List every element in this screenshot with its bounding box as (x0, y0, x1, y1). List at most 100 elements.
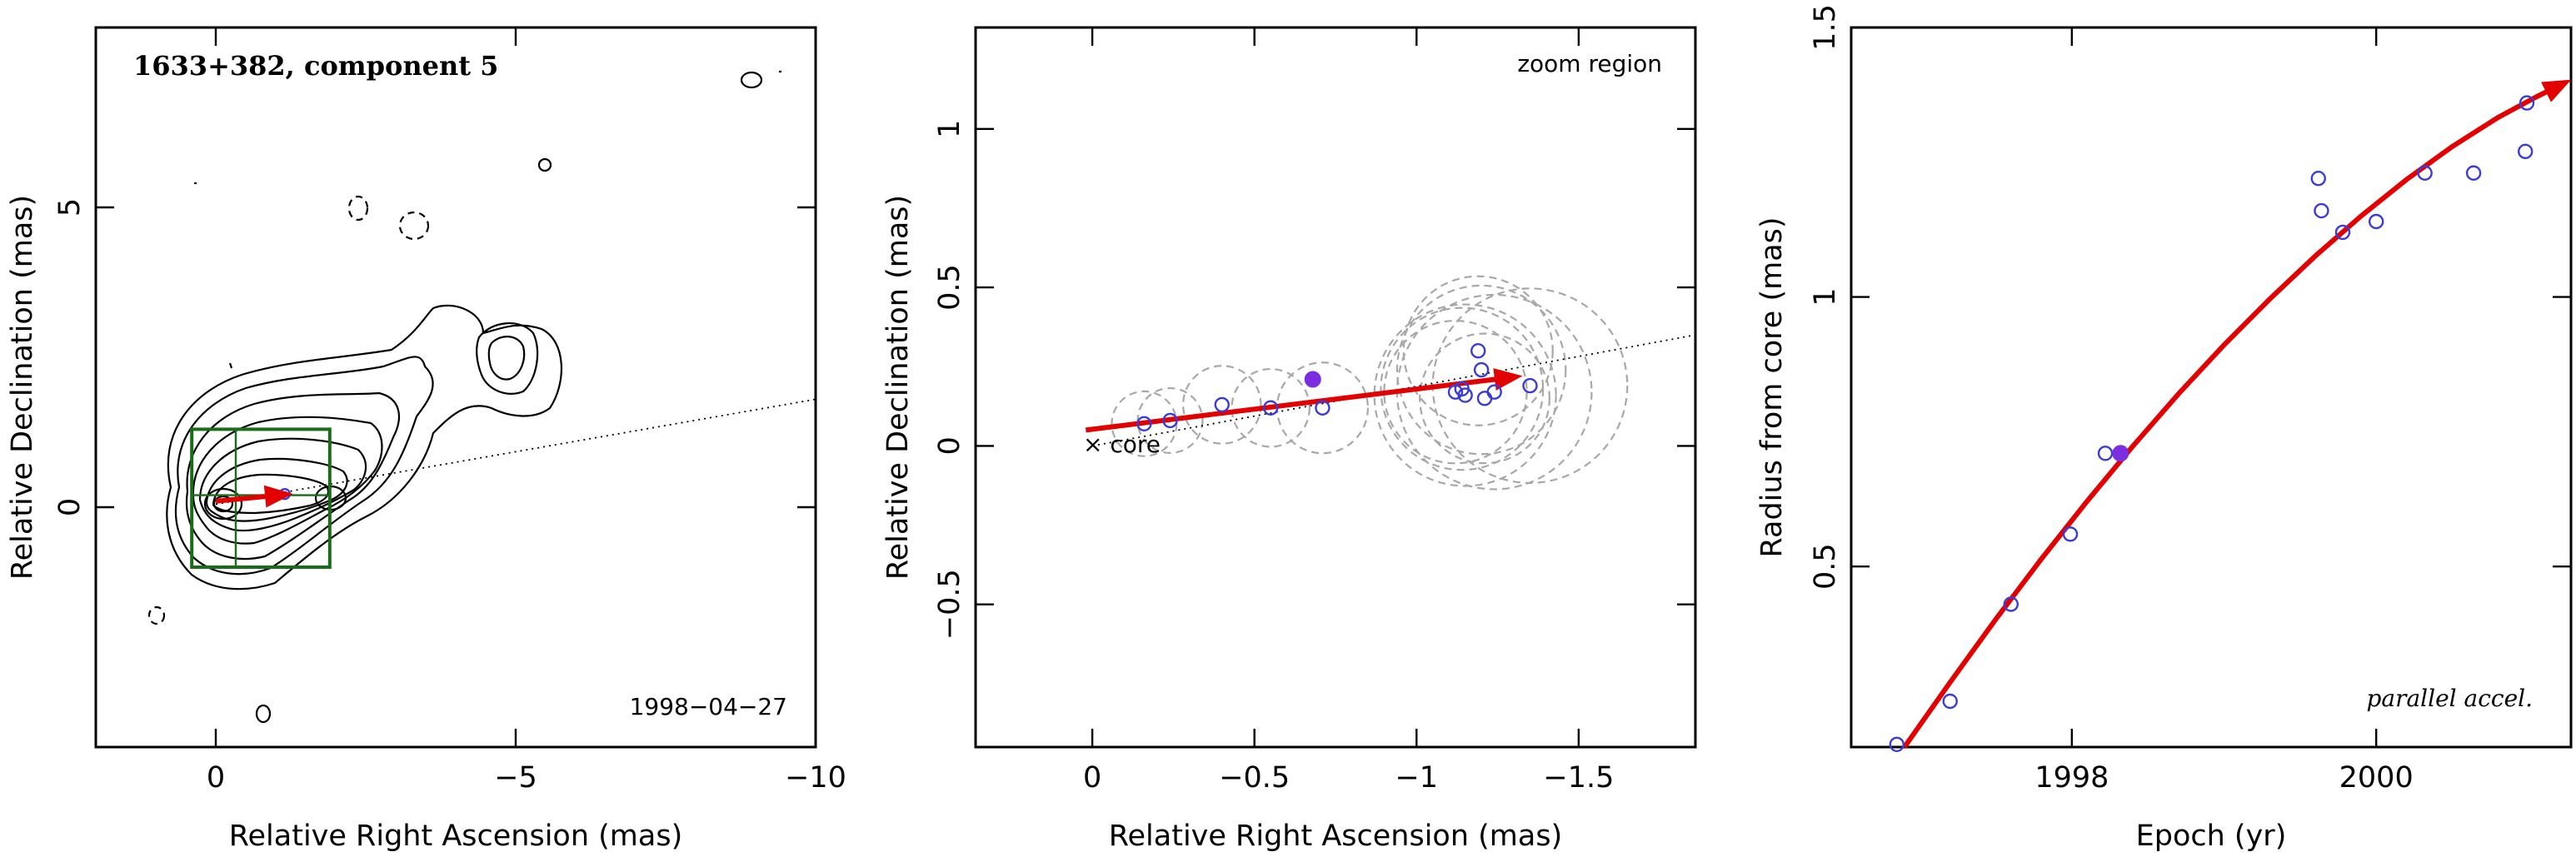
middle-ticks (976, 27, 1695, 747)
radius-point (2519, 95, 2535, 111)
error-circle (1419, 332, 1550, 465)
position-point (1214, 396, 1230, 413)
position-point (1473, 361, 1490, 378)
contour-negative-1 (347, 195, 369, 222)
middle-error-circles (1111, 275, 1629, 491)
position-point (1262, 400, 1279, 416)
contour-level-7 (212, 473, 330, 515)
middle-ytick-label: 0 (933, 436, 966, 455)
error-circle (1395, 293, 1593, 491)
left-xtick-label: −5 (494, 761, 537, 795)
contour-island-1 (740, 71, 763, 89)
error-circle (1231, 367, 1310, 448)
radius-point (2518, 143, 2534, 160)
right-ytick-label: 1.5 (1809, 4, 1842, 51)
radius-point (1889, 736, 1905, 752)
radius-point (2097, 446, 2114, 461)
left-position-angle-line (215, 398, 816, 506)
contour-level-3 (185, 391, 401, 561)
right-plot-frame (1850, 26, 2573, 749)
left-tick-labels: 0 −5 −10 0 5 (53, 198, 846, 795)
middle-points (1136, 343, 1538, 431)
contour-level-2 (174, 356, 434, 575)
position-point (1136, 416, 1152, 431)
left-panel-title: 1633+382, component 5 (133, 50, 498, 82)
radius-point (2003, 596, 2019, 612)
contour-level-6 (205, 457, 348, 522)
radius-point (2465, 165, 2482, 181)
middle-xtick-label: −1 (1395, 761, 1438, 795)
left-ticks (96, 27, 817, 747)
contour-negative-3 (147, 605, 166, 625)
error-circle (1395, 284, 1567, 456)
contour-negative-2 (398, 211, 430, 241)
middle-xtick-label: 0 (1083, 761, 1101, 795)
zoom-box (190, 427, 332, 570)
radius-point (2310, 171, 2326, 187)
position-point (1476, 391, 1493, 406)
contour-level-1 (166, 304, 563, 590)
error-circle (1402, 275, 1554, 426)
zoom-region-label: zoom region (1517, 50, 1662, 77)
error-circle (1181, 365, 1262, 445)
radius-point (1942, 693, 1958, 710)
position-point (1457, 387, 1473, 403)
position-point (1470, 343, 1486, 359)
contour-map (147, 70, 781, 724)
right-ytick-label: 1 (1809, 287, 1842, 306)
radius-point (2368, 213, 2384, 230)
radius-point (2417, 165, 2433, 181)
middle-overlays (1085, 334, 1696, 447)
left-ytick-label: 5 (53, 198, 87, 217)
right-xlabel: Epoch (yr) (2136, 820, 2287, 853)
radius-highlight-point (2112, 445, 2129, 462)
middle-xlabel: Relative Right Ascension (mas) (1109, 820, 1562, 853)
radius-point (2334, 224, 2351, 241)
error-circle (1276, 361, 1370, 455)
contour-speck-3 (228, 362, 233, 369)
highlight-point (1304, 371, 1321, 388)
contour-level-4 (192, 416, 383, 545)
radius-point (2314, 202, 2329, 219)
middle-tick-labels: 0 −0.5 −1 −1.5 −0.5 0 0.5 1 (933, 120, 1614, 795)
contour-outer-lobe-inner (487, 336, 526, 381)
position-point (1315, 400, 1330, 416)
position-point (1486, 384, 1502, 400)
right-points (1889, 95, 2535, 752)
middle-xtick-label: −1.5 (1543, 761, 1614, 795)
error-circle (1380, 306, 1545, 471)
fit-curve (1902, 85, 2558, 749)
left-xlabel: Relative Right Ascension (mas) (229, 820, 682, 853)
right-ticks (1851, 26, 2571, 747)
middle-ylabel: Relative Declination (mas) (881, 195, 915, 580)
left-ytick-label: 0 (53, 498, 87, 516)
left-plot-frame (94, 26, 817, 749)
middle-ytick-label: −0.5 (933, 569, 966, 640)
left-velocity-arrow-head (263, 485, 293, 508)
contour-island-2 (537, 157, 552, 172)
left-overlays (190, 398, 816, 570)
middle-ytick-label: 0.5 (933, 264, 966, 311)
contour-outer-lobe (476, 322, 539, 395)
right-xtick-label: 2000 (2339, 761, 2414, 795)
left-xtick-label: −10 (785, 761, 846, 795)
contour-core-inner (212, 495, 234, 513)
panel-middle-zoom: 0 −0.5 −1 −1.5−0.500.51 zoom region × core … (881, 26, 1697, 853)
position-point (1522, 377, 1538, 394)
middle-velocity-arrow-shaft (1085, 376, 1496, 433)
position-point (1162, 412, 1178, 429)
panel-right-radius-epoch: 1998 2000 0.5 1 1.5 parallel accel. Epoch (y… (1755, 4, 2573, 853)
right-xtick-label: 1998 (2034, 761, 2109, 795)
left-panel-date: 1998−04−27 (630, 693, 787, 720)
contour-island-3 (255, 704, 272, 724)
right-ylabel: Radius from core (mas) (1755, 217, 1789, 557)
right-tick-labels: 1998 2000 0.5 1 1.5 (1809, 4, 2414, 795)
contour-core-peak (203, 487, 243, 521)
middle-velocity-arrow-head (1493, 368, 1523, 391)
middle-ytick-label: 1 (933, 120, 966, 138)
right-ytick-label: 0.5 (1809, 543, 1842, 590)
right-fit-curve (1902, 79, 2572, 749)
error-circle (1373, 303, 1557, 487)
